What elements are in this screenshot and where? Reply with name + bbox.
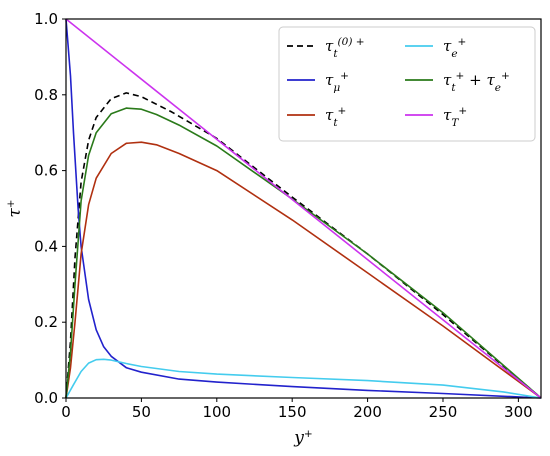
plot-frame — [65, 18, 542, 399]
legend-label-4-part-1: t — [451, 82, 456, 94]
series-line-3 — [65, 358, 542, 399]
legend-label-1-part-2: + — [340, 70, 349, 82]
series-line-2 — [65, 141, 542, 399]
x-tick-label: 100 — [202, 403, 231, 421]
x-axis-label: y+ — [293, 428, 312, 448]
legend-label-5-part-0: τ — [443, 106, 452, 124]
legend: τt(0) +τμ+τt+τe+τt+ + τe+τT+ — [278, 26, 536, 142]
legend-label-1: τμ+ — [325, 70, 349, 94]
legend-label-5: τT+ — [443, 105, 467, 129]
y-axis-label: τ+ — [5, 199, 25, 217]
legend-label-3-part-0: τ — [443, 37, 452, 55]
legend-label-3: τe+ — [443, 36, 466, 60]
legend-label-4-part-0: τ — [443, 71, 452, 89]
legend-label-0-part-2: (0) + — [338, 36, 365, 48]
x-tick-label: 200 — [353, 403, 382, 421]
legend-label-1-part-1: μ — [333, 82, 340, 94]
x-tick-label: 150 — [278, 403, 307, 421]
legend-label-4: τt+ + τe+ — [443, 70, 510, 94]
legend-label-4-part-3: + τ — [464, 71, 495, 89]
series-layer — [65, 18, 542, 399]
series-line-1 — [65, 18, 542, 399]
y-tick-label: 1.0 — [34, 10, 58, 28]
legend-label-0-part-1: t — [333, 48, 338, 60]
x-axis-label-part-1: + — [304, 428, 313, 440]
legend-label-4-part-2: + — [456, 70, 465, 82]
x-axis-label-part-0: y — [293, 428, 304, 448]
legend-label-4-part-4: e — [495, 82, 501, 94]
legend-label-2-part-2: + — [338, 105, 347, 117]
legend-label-5-part-2: + — [458, 105, 467, 117]
x-tick-label: 0 — [61, 403, 71, 421]
x-tick-label: 50 — [132, 403, 151, 421]
legend-label-0-part-0: τ — [325, 37, 334, 55]
legend-label-2-part-0: τ — [325, 106, 334, 124]
legend-label-2-part-1: t — [333, 117, 338, 129]
y-tick-label: 0.6 — [34, 162, 58, 180]
ticks-layer: 0 50 100 150 200 250 300 0.0 0.2 0.4 0.6 0.8 1.0 — [34, 10, 533, 421]
x-tick-label: 250 — [429, 403, 458, 421]
legend-label-5-part-1: T — [451, 117, 459, 129]
y-axis-label-part-0: τ — [5, 208, 25, 218]
y-axis-label-part-1: + — [5, 199, 17, 208]
series-line-4 — [65, 107, 542, 399]
legend-label-4-part-5: + — [501, 70, 510, 82]
y-tick-label: 0.4 — [34, 237, 58, 255]
legend-label-3-part-1: e — [451, 48, 457, 60]
legend-label-1-part-0: τ — [325, 71, 334, 89]
series-line-5 — [65, 18, 542, 399]
legend-label-3-part-2: + — [458, 36, 467, 48]
y-tick-label: 0.8 — [34, 86, 58, 104]
legend-label-0: τt(0) + — [325, 36, 365, 60]
legend-label-2: τt+ — [325, 105, 346, 129]
y-tick-label: 0.0 — [34, 389, 58, 407]
legend-box — [278, 26, 536, 142]
x-tick-label: 300 — [504, 403, 533, 421]
y-tick-label: 0.2 — [34, 313, 58, 331]
